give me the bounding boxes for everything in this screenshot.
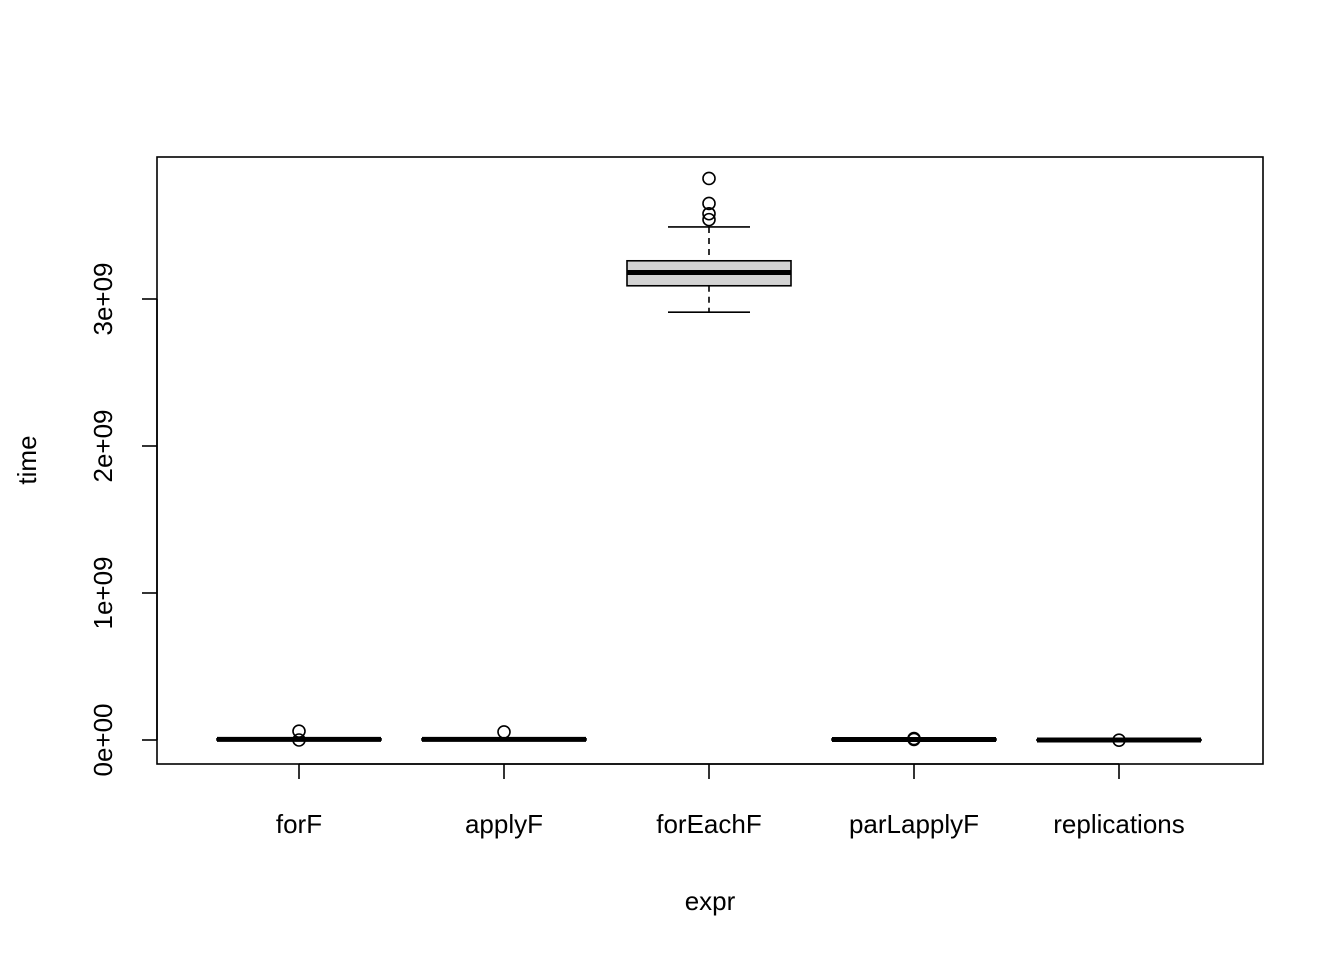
outlier-point [702,212,716,227]
x-tick-label: forEachF [656,809,762,839]
x-axis-title: expr [685,886,736,916]
outlier-point [497,725,511,739]
outlier-point [292,733,306,747]
box-parLapplyF [831,731,997,747]
x-axis: forF applyF forEachF parLapplyF replications [276,763,1185,839]
y-axis-title: time [12,435,42,484]
boxes-layer [216,171,1202,747]
y-tick-label: 3e+09 [88,262,118,335]
outlier-point [292,724,306,738]
outlier-point [702,196,716,211]
x-tick-label: replications [1053,809,1185,839]
x-tick-label: parLapplyF [849,809,979,839]
x-tick-label: forF [276,809,322,839]
x-tick-label: applyF [465,809,543,839]
outlier-point [702,171,716,186]
y-tick-label: 2e+09 [88,409,118,482]
box-forEachF [626,171,792,314]
box-applyF [421,725,587,742]
outlier-point [907,732,921,747]
box-forF [216,724,382,747]
y-tick-label: 0e+00 [88,703,118,776]
box-replications [1036,733,1202,747]
y-axis: 0e+00 1e+09 2e+09 3e+09 [88,262,158,777]
outlier-point [1112,733,1126,747]
y-tick-label: 1e+09 [88,556,118,629]
outlier-point [702,206,716,221]
plot-frame [156,156,1264,765]
